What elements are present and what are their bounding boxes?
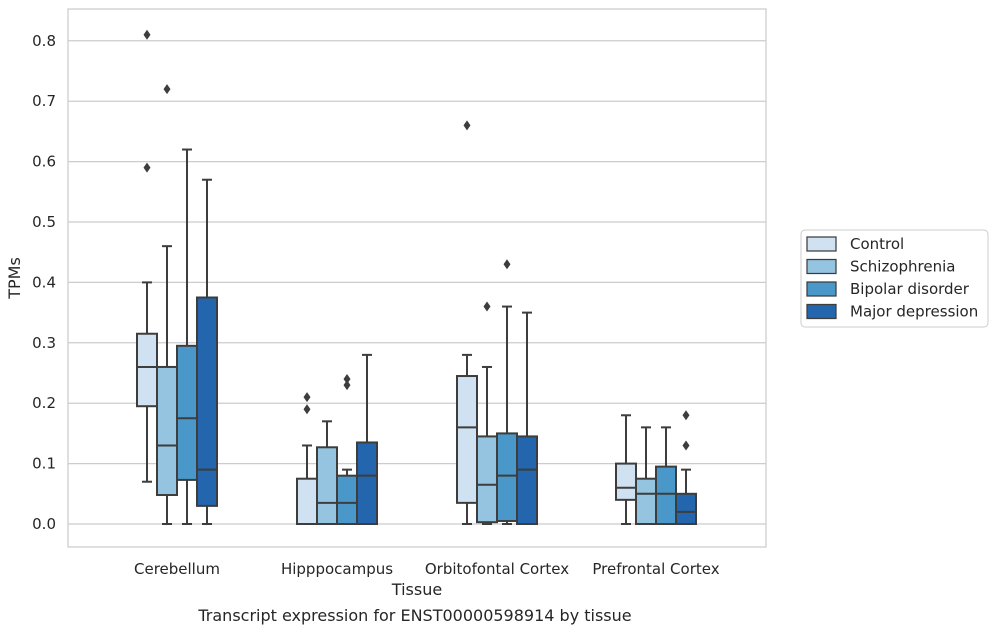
x-axis-label: Tissue (391, 580, 442, 599)
series-control (136, 29, 637, 526)
y-tick-label: 0.3 (32, 334, 56, 352)
outlier-point (343, 380, 351, 391)
box-body (156, 365, 178, 497)
box-body (136, 332, 158, 408)
outlier-point (503, 259, 511, 270)
y-tick-label: 0.1 (32, 455, 56, 473)
x-tick-label: Orbitofontal Cortex (425, 560, 569, 578)
box-body (196, 296, 218, 507)
outlier-point (163, 84, 171, 95)
box-body (615, 462, 637, 501)
x-axis-ticks: Cerebellum Hipppocampus Orbitofontal Corte… (134, 560, 720, 578)
box-body (476, 435, 498, 524)
box (196, 178, 218, 525)
box (496, 259, 518, 525)
box-body (296, 477, 318, 526)
box-body (675, 492, 697, 525)
outlier-point (463, 120, 471, 131)
x-tick-label: Cerebellum (134, 560, 220, 578)
legend-label: Bipolar disorder (850, 280, 970, 298)
box (356, 353, 378, 525)
outlier-point (682, 410, 690, 421)
box (456, 120, 478, 525)
box-body (516, 435, 538, 526)
legend-label: Major depression (850, 303, 978, 321)
legend-label: Control (850, 235, 904, 253)
legend-swatch (806, 258, 837, 275)
box (476, 301, 498, 525)
y-tick-label: 0.6 (32, 153, 56, 171)
y-tick-label: 0.4 (32, 273, 56, 291)
figure-caption: Transcript expression for ENST0000059891… (198, 606, 632, 625)
box-body (176, 344, 198, 481)
box-body (456, 375, 478, 504)
y-tick-label: 0.2 (32, 394, 56, 412)
outlier-point (483, 301, 491, 312)
y-tick-label: 0.7 (32, 92, 56, 110)
outlier-point (343, 374, 351, 385)
box (615, 414, 637, 525)
y-axis-ticks: 0.0 0.1 0.2 0.3 0.4 0.5 0.6 0.7 0.8 (32, 32, 56, 533)
outlier-point (682, 440, 690, 451)
box-body (316, 446, 338, 525)
box-body (655, 465, 677, 525)
outlier-point (303, 404, 311, 415)
box-series (136, 29, 697, 526)
legend: Control Schizophrenia Bipolar disorder Majo… (800, 229, 989, 328)
box (336, 374, 358, 525)
box (296, 392, 318, 526)
y-axis-label: TPMs (5, 257, 24, 300)
box (675, 410, 697, 525)
series-bipolar-disorder (176, 148, 677, 525)
legend-label: Schizophrenia (850, 258, 955, 276)
box (176, 148, 198, 525)
legend-swatch (806, 303, 837, 320)
box-body (496, 432, 518, 522)
legend-frame (800, 229, 989, 328)
series-major-depression (196, 178, 697, 526)
legend-swatch (806, 281, 837, 297)
legend-swatch (806, 236, 837, 252)
outlier-point (143, 162, 151, 173)
y-tick-label: 0.0 (32, 515, 56, 533)
outlier-point (143, 29, 151, 40)
x-tick-label: Prefrontal Cortex (592, 560, 719, 578)
box-body (336, 474, 358, 525)
y-tick-label: 0.5 (32, 213, 56, 231)
outlier-point (303, 392, 311, 403)
box-body (635, 477, 657, 526)
box-body (356, 441, 378, 525)
box (136, 29, 158, 483)
x-tick-label: Hipppocampus (281, 560, 393, 578)
box (516, 311, 538, 526)
y-tick-label: 0.8 (32, 32, 56, 50)
